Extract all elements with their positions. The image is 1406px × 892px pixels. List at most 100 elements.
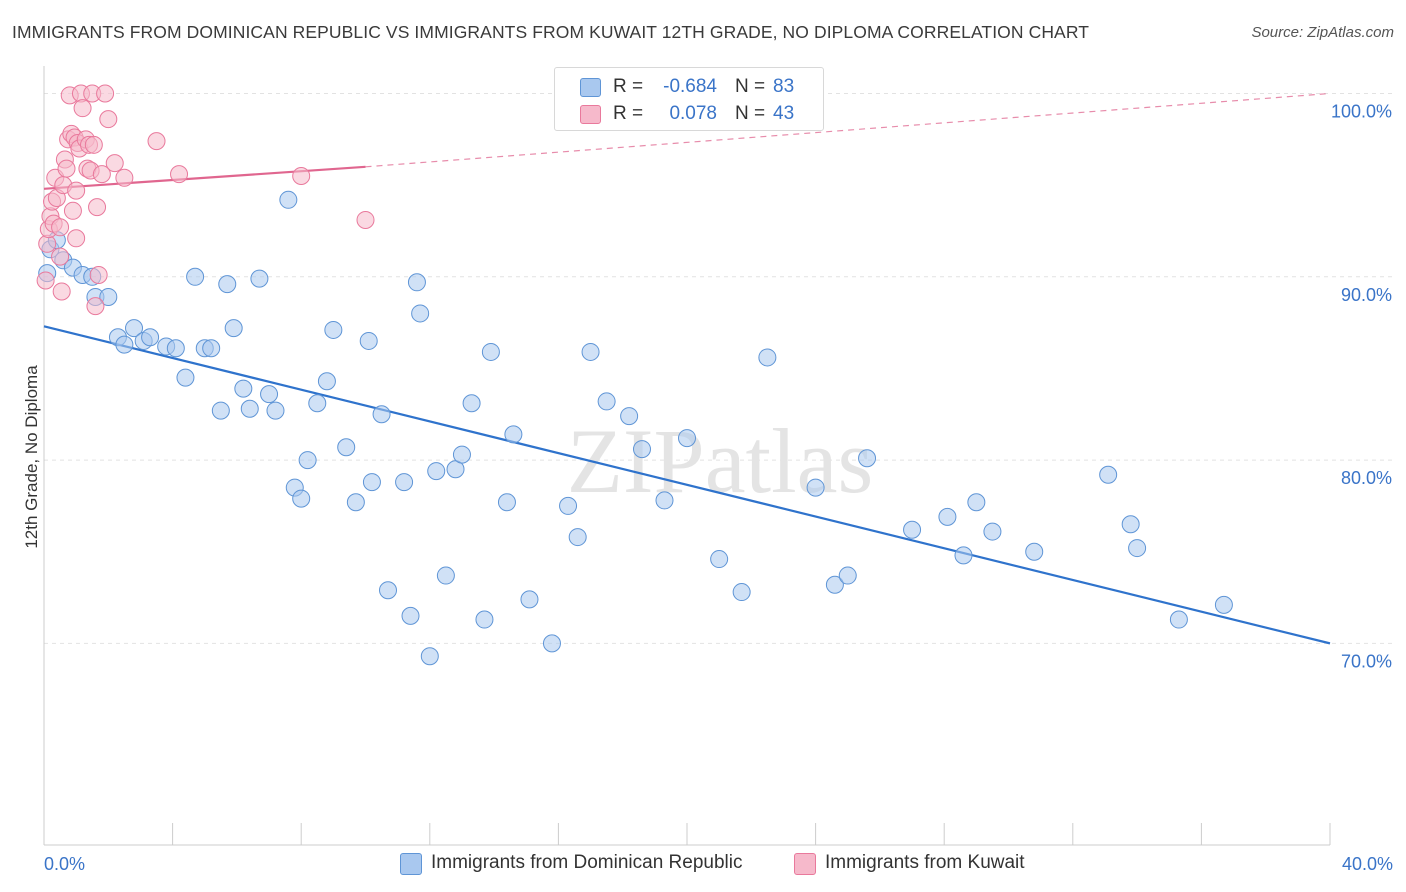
data-point-kuwait	[92, 165, 111, 184]
data-point-dominican	[362, 473, 381, 492]
data-point-kuwait	[84, 135, 103, 154]
data-point-dominican	[520, 590, 539, 609]
data-point-dominican	[407, 273, 426, 292]
source-label: Source: ZipAtlas.com	[1251, 24, 1394, 41]
legend-row-kuwait: R = 0.078 N = 43	[555, 100, 823, 128]
data-point-dominican	[240, 399, 259, 418]
data-point-dominican	[292, 489, 311, 508]
data-point-dominican	[559, 496, 578, 515]
data-point-dominican	[359, 331, 378, 350]
data-point-dominican	[211, 401, 230, 420]
data-point-dominican	[1025, 542, 1044, 561]
bottom-legend-swatch-blue	[400, 853, 422, 875]
tick-labels: 70.0% 80.0% 90.0% 100.0% 0.0% 40.0%	[44, 101, 1393, 874]
y-tick-label: 80.0%	[1341, 468, 1392, 488]
data-point-dominican	[250, 269, 269, 288]
legend-n-label: N =	[735, 76, 766, 97]
data-point-dominican	[141, 328, 160, 347]
data-point-kuwait	[86, 297, 105, 316]
data-point-kuwait	[99, 110, 118, 129]
y-axis-title: 12th Grade, No Diploma	[22, 365, 41, 549]
data-point-dominican	[308, 394, 327, 413]
data-point-dominican	[825, 575, 844, 594]
data-point-dominican	[166, 339, 185, 358]
data-point-dominican	[967, 493, 986, 512]
data-point-dominican	[983, 522, 1002, 541]
data-point-kuwait	[57, 159, 76, 178]
legend-n-label: N =	[735, 103, 766, 124]
data-point-dominican	[186, 267, 205, 286]
data-point-dominican	[218, 275, 237, 294]
x-tick-label: 0.0%	[44, 854, 85, 874]
trend-line-kuwait-extension	[365, 92, 1331, 168]
gridlines	[44, 92, 1392, 644]
data-point-dominican	[420, 647, 439, 666]
axes	[43, 66, 1331, 846]
data-point-dominican	[427, 462, 446, 481]
data-point-kuwait	[170, 165, 189, 184]
bottom-legend-label: Immigrants from Kuwait	[825, 852, 1025, 873]
data-point-dominican	[504, 425, 523, 444]
data-point-dominican	[597, 392, 616, 411]
data-point-dominican	[806, 478, 825, 497]
legend-r-label: R =	[613, 103, 644, 124]
data-point-dominican	[1169, 610, 1188, 629]
data-point-dominican	[758, 348, 777, 367]
data-point-kuwait	[88, 198, 107, 217]
data-point-dominican	[1121, 515, 1140, 534]
data-point-kuwait	[89, 265, 108, 284]
data-point-dominican	[475, 610, 494, 629]
data-point-dominican	[655, 491, 674, 510]
legend-r-value: 0.078	[669, 103, 717, 124]
data-point-kuwait	[73, 99, 92, 118]
data-point-dominican	[234, 379, 253, 398]
legend-r-value: -0.684	[663, 76, 717, 97]
data-point-kuwait	[115, 168, 134, 187]
y-tick-label: 70.0%	[1341, 651, 1392, 671]
legend-n-value: 83	[773, 76, 795, 97]
data-point-dominican	[337, 438, 356, 457]
data-point-dominican	[938, 507, 957, 526]
data-point-kuwait	[52, 282, 71, 301]
data-point-dominican	[115, 335, 134, 354]
data-point-kuwait	[292, 166, 311, 185]
data-point-dominican	[568, 528, 587, 547]
bottom-legend-swatch-pink	[794, 853, 816, 875]
data-point-dominican	[678, 429, 696, 448]
data-point-dominican	[176, 368, 195, 387]
data-point-dominican	[202, 339, 221, 358]
data-point-dominican	[317, 372, 336, 391]
trend-line-dominican	[43, 325, 1331, 645]
data-point-dominican	[324, 320, 343, 339]
legend-r-label: R =	[613, 76, 644, 97]
data-point-dominican	[620, 407, 639, 426]
data-point-dominican	[279, 190, 298, 209]
data-point-dominican	[125, 319, 144, 338]
legend-swatch-pink	[580, 105, 601, 124]
legend-swatch-blue	[580, 78, 601, 97]
data-point-dominican	[260, 385, 279, 404]
legend-n-value: 43	[773, 103, 795, 124]
data-point-kuwait	[67, 181, 86, 200]
bottom-legend-label: Immigrants from Dominican Republic	[431, 852, 743, 873]
data-point-dominican	[266, 401, 285, 420]
data-point-kuwait	[105, 154, 124, 173]
data-point-dominican	[954, 546, 973, 565]
data-point-dominican	[436, 566, 455, 585]
data-point-dominican	[346, 493, 365, 512]
legend-row-dominican: R = -0.684 N = 83	[555, 73, 823, 101]
data-point-dominican	[581, 342, 600, 361]
data-point-dominican	[1099, 465, 1118, 484]
data-point-kuwait	[51, 218, 70, 237]
data-point-kuwait	[67, 229, 86, 248]
data-point-dominican	[1128, 539, 1147, 558]
data-point-dominican	[372, 405, 391, 424]
watermark: ZIPatlas	[567, 410, 874, 512]
data-point-dominican	[379, 581, 398, 600]
data-point-dominican	[462, 394, 481, 413]
data-point-dominican	[732, 583, 751, 602]
x-tick-label: 40.0%	[1342, 854, 1393, 874]
trend-lines	[43, 92, 1331, 645]
data-point-dominican	[401, 606, 420, 625]
data-point-dominican	[632, 440, 651, 459]
